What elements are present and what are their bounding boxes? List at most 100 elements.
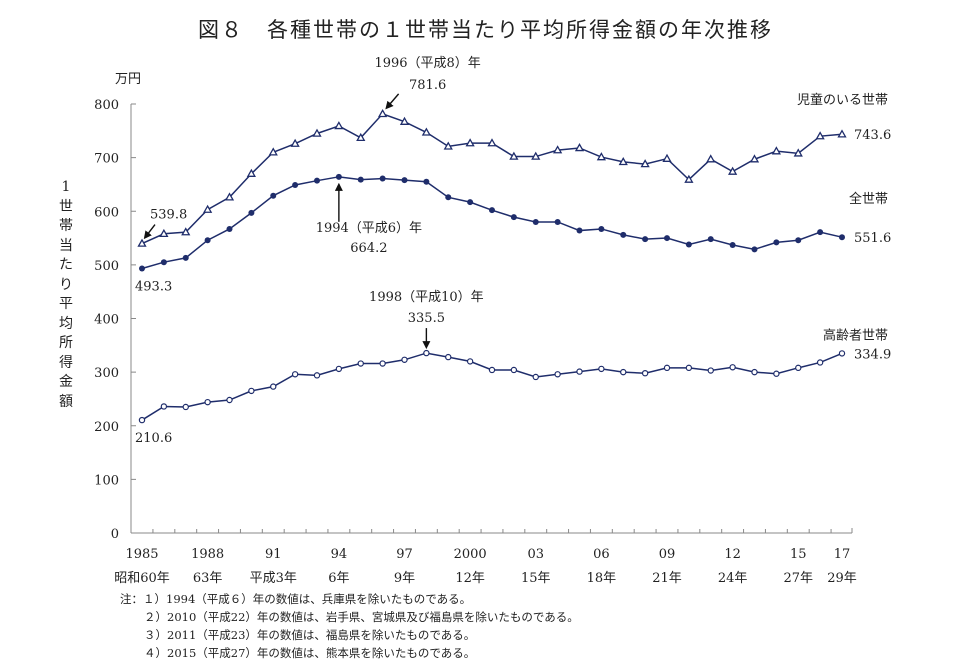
x-tick-label-japanese: 平成3年 [250, 571, 297, 586]
footnote-1: 注：１）1994（平成６）年の数値は、兵庫県を除いたものである。 [120, 592, 472, 606]
data-point [401, 177, 408, 184]
data-point [445, 194, 452, 201]
data-point [531, 151, 541, 160]
y-axis-label-char: 額 [59, 393, 73, 410]
annotation-label-peak-year: 1996（平成8）年 [374, 56, 480, 71]
annotation-label-peak-year: 1998（平成10）年 [369, 290, 484, 305]
data-point [443, 141, 453, 150]
y-axis-label-char: 平 [59, 296, 73, 312]
x-tick-label-western: 1988 [191, 547, 224, 562]
x-tick-label-western: 2000 [454, 547, 487, 562]
series-name-label-children-households: 児童のいる世帯 [797, 92, 888, 108]
x-tick-label-western: 09 [659, 547, 676, 562]
series-end-value-label: 334.9 [854, 347, 891, 362]
y-axis-label: 1 世帯当たり平均所得金額 [58, 178, 74, 412]
series-line [141, 176, 843, 270]
data-point [795, 364, 802, 372]
data-point [510, 366, 518, 374]
data-point [554, 371, 561, 378]
data-point [313, 372, 321, 379]
axes: 0 100 200 300 400 500 600 700 800 1985 昭和60年 1988 63… [94, 98, 857, 586]
data-point [751, 246, 758, 253]
y-tick-label: 300 [94, 366, 119, 381]
data-point [445, 353, 452, 361]
footnotes: 注：１）1994（平成６）年の数値は、兵庫県を除いたものである。 ２）2010（… [120, 590, 579, 662]
annotation-start-value: 539.8 [150, 208, 187, 223]
annotation-label-peak-value: 664.2 [350, 241, 387, 256]
data-point [291, 371, 299, 378]
data-point [466, 358, 474, 365]
data-point [662, 153, 672, 162]
data-point [379, 360, 386, 367]
data-point [159, 228, 169, 238]
footnote-3: ３）2011（平成23）年の数値は、福島県を除いたものである。 [144, 628, 476, 642]
data-point [356, 132, 366, 142]
data-point [576, 368, 583, 375]
data-point [618, 156, 628, 166]
data-point [815, 131, 825, 140]
y-axis-label-char: 世 [59, 198, 73, 215]
y-axis-label-char: 1 [61, 179, 71, 195]
y-axis-label-char: 所 [59, 335, 73, 351]
x-tick-label-japanese: 6年 [328, 571, 349, 586]
footnote-4: ４）2015（平成27）年の数値は、熊本県を除いたものである。 [144, 646, 476, 660]
data-point [357, 360, 364, 367]
data-point [685, 241, 692, 248]
x-tick-label-western: 03 [527, 547, 544, 562]
data-point [246, 168, 256, 177]
data-point [335, 365, 343, 373]
data-point [204, 398, 211, 406]
data-point [357, 176, 364, 183]
x-tick-label-japanese: 12年 [455, 571, 485, 586]
y-axis-label-char: り [59, 276, 73, 293]
data-point [488, 366, 496, 374]
y-tick-label: 800 [94, 98, 119, 113]
data-point [138, 416, 146, 424]
data-point [509, 151, 519, 160]
series-name-label-elderly-households: 高齢者世帯 [823, 327, 888, 343]
data-point [642, 236, 649, 243]
data-point [160, 259, 167, 266]
x-tick-label-japanese: 29年 [827, 571, 857, 586]
x-tick-label-western: 97 [396, 547, 413, 562]
data-point [729, 242, 736, 249]
data-point [467, 199, 474, 206]
data-point [182, 403, 189, 411]
y-tick-label: 700 [94, 152, 119, 167]
data-point [226, 396, 233, 404]
x-tick-label-japanese: 27年 [783, 571, 813, 586]
data-point [664, 235, 670, 242]
data-point [314, 177, 320, 184]
data-point [248, 387, 255, 395]
footnote-2: ２）2010（平成22）年の数値は、岩手県、宮城県及び福島県を除いたものである。 [144, 610, 579, 624]
y-tick-label: 500 [94, 259, 119, 274]
data-point [334, 121, 344, 130]
x-tick-label-western: 15 [790, 547, 807, 562]
series-all-households: 551.6 [139, 173, 891, 272]
data-point [554, 218, 561, 225]
data-point [203, 204, 213, 213]
annotation-label-peak-value: 335.5 [408, 311, 445, 326]
data-point [139, 265, 145, 272]
data-point [335, 173, 342, 180]
data-point [487, 138, 497, 147]
data-point [751, 368, 758, 376]
data-point [510, 214, 517, 221]
data-point [270, 383, 277, 390]
data-point [312, 128, 322, 137]
y-axis-label-char: た [59, 257, 73, 273]
data-point [685, 364, 693, 372]
data-point [292, 181, 299, 188]
series-children-households: 743.6 [137, 108, 891, 247]
data-point [290, 138, 300, 147]
line-chart: 0 100 200 300 400 500 600 700 800 1985 昭和60年 1988 63… [94, 56, 891, 586]
data-point [160, 403, 168, 410]
data-point [684, 174, 694, 183]
y-axis-label-char: 均 [59, 315, 73, 332]
y-axis-label-char: 当 [59, 237, 73, 254]
data-point [224, 192, 235, 201]
data-point [576, 227, 583, 234]
data-point [465, 138, 475, 147]
data-point [749, 154, 760, 163]
